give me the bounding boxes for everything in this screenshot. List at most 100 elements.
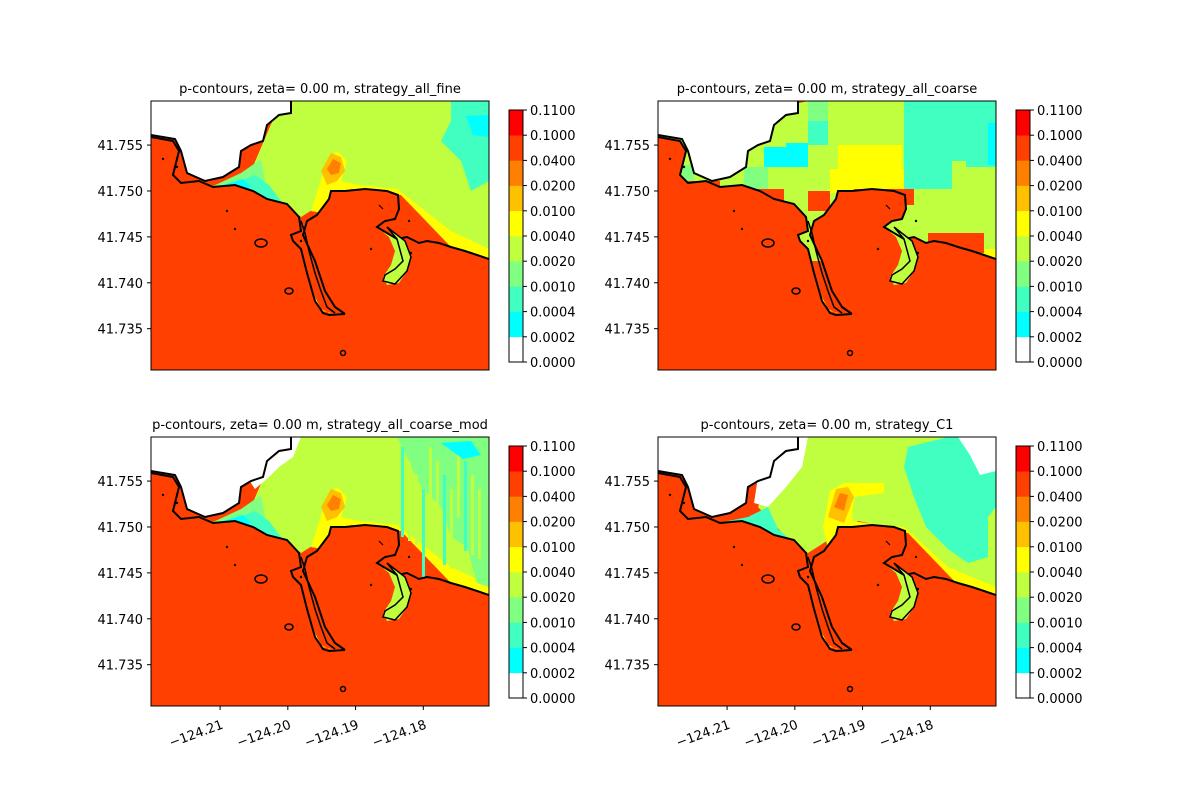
island-contour — [254, 238, 268, 248]
island-dot — [299, 575, 303, 579]
y-tick-label: 41.735 — [605, 323, 651, 338]
island-dot — [369, 247, 373, 251]
axes-frame — [150, 100, 490, 371]
coarse-cell — [830, 169, 890, 191]
island-contour — [339, 685, 347, 693]
y-tick-label: 41.745 — [98, 567, 144, 582]
channel-edge — [300, 556, 336, 650]
field-cyan — [466, 115, 489, 137]
coarse-cell — [984, 249, 996, 259]
colorbar-label: 0.0200 — [530, 516, 576, 531]
y-tick-label: 41.740 — [605, 277, 651, 292]
striped-field — [464, 461, 467, 551]
x-tick-label: −124.18 — [371, 718, 429, 751]
island-dot — [161, 157, 165, 161]
colorbar-swatch — [509, 311, 523, 338]
colorbar-label: 0.0400 — [530, 490, 576, 505]
coarse-cell — [930, 161, 952, 189]
y-tick-label: 41.745 — [605, 231, 651, 246]
island-dot — [175, 165, 179, 169]
island-dot — [409, 251, 413, 255]
coarse-cell — [904, 189, 996, 237]
colorbar-label: 0.1100 — [530, 440, 576, 455]
y-tick-label: 41.750 — [98, 185, 144, 200]
striped-field — [450, 489, 453, 569]
colorbar-swatch — [1016, 622, 1030, 648]
island-dot — [407, 219, 411, 223]
island-dot — [740, 227, 744, 231]
panel-1: p-contours, zeta= 0.00 m, strategy_all_f… — [98, 82, 576, 371]
y-tick-label: 41.750 — [98, 521, 144, 536]
colorbar-label: 0.0020 — [1037, 255, 1083, 270]
x-tick-label: −124.19 — [810, 718, 868, 751]
colorbar-label: 0.0002 — [530, 667, 576, 682]
field-orange — [834, 493, 848, 511]
bay-contour — [889, 562, 919, 621]
field-aquamarine — [904, 437, 996, 563]
colorbar-swatch — [509, 647, 523, 674]
panel-2: p-contours, zeta= 0.00 m, strategy_all_c… — [605, 82, 1083, 371]
island-dot — [916, 251, 920, 255]
dock-contour — [378, 204, 384, 210]
colorbar-label: 0.0400 — [1037, 154, 1083, 169]
plot-area — [151, 101, 489, 370]
coarse-cell — [838, 145, 864, 169]
island-contour — [791, 287, 801, 295]
island-dot — [668, 157, 672, 161]
colorbar-swatch — [509, 521, 523, 548]
colorbar-swatch — [1016, 236, 1030, 262]
island-dot — [233, 563, 237, 567]
island-dot — [409, 587, 413, 591]
coarse-cell — [808, 101, 828, 121]
x-tick-label: −124.20 — [235, 718, 293, 751]
panel-4: p-contours, zeta= 0.00 m, strategy_C1 41.… — [605, 418, 1083, 751]
island-contour — [339, 349, 347, 357]
colorbar-label: 0.1000 — [1037, 465, 1083, 480]
island-contour — [846, 349, 854, 357]
land-field — [151, 473, 489, 706]
coarse-cell — [930, 101, 966, 161]
panel-title: p-contours, zeta= 0.00 m, strategy_all_f… — [179, 82, 461, 97]
white-boundary — [151, 101, 292, 183]
colorbar-label: 0.0040 — [530, 230, 576, 245]
colorbar-label: 0.1100 — [1037, 104, 1083, 119]
island-dot — [806, 239, 810, 243]
colorbar-label: 0.0200 — [1037, 180, 1083, 195]
island-contour — [284, 623, 294, 631]
colorbar-label: 0.0010 — [1037, 616, 1083, 631]
coastline — [301, 187, 489, 315]
plot-area — [151, 437, 489, 706]
land-field — [151, 137, 489, 370]
panel-title: p-contours, zeta= 0.00 m, strategy_C1 — [701, 418, 954, 433]
island-dot — [916, 587, 920, 591]
dry-area — [151, 437, 291, 517]
colorbar-swatch — [509, 572, 523, 598]
colorbar-label: 0.0010 — [1037, 280, 1083, 295]
y-tick-label: 41.745 — [605, 567, 651, 582]
y-tick-label: 41.755 — [605, 139, 651, 154]
colorbar-label: 0.0200 — [530, 180, 576, 195]
coastline — [301, 523, 489, 651]
colorbar-label: 0.0020 — [530, 255, 576, 270]
field-orange — [327, 159, 341, 175]
striped-field — [422, 489, 425, 579]
colorbar-swatch — [509, 210, 523, 237]
colorbar-label: 0.0100 — [1037, 541, 1083, 556]
field-cyan — [441, 441, 481, 459]
colorbar-swatch — [509, 546, 523, 573]
channel-edge — [807, 556, 843, 650]
colorbar-label: 0.0010 — [530, 616, 576, 631]
colorbar-swatch — [1016, 572, 1030, 598]
channel-edge — [807, 220, 843, 314]
colorbar-swatch — [1016, 210, 1030, 237]
colorbar-label: 0.0100 — [1037, 205, 1083, 220]
colorbar-swatch — [509, 496, 523, 522]
island-dot — [914, 555, 918, 559]
island-dot — [914, 219, 918, 223]
coastline — [151, 472, 346, 653]
colorbar-label: 0.0000 — [530, 692, 576, 707]
coarse-cell — [764, 147, 786, 167]
channel-edge — [300, 220, 336, 314]
striped-field — [408, 461, 411, 541]
colorbar-label: 0.0100 — [530, 205, 576, 220]
